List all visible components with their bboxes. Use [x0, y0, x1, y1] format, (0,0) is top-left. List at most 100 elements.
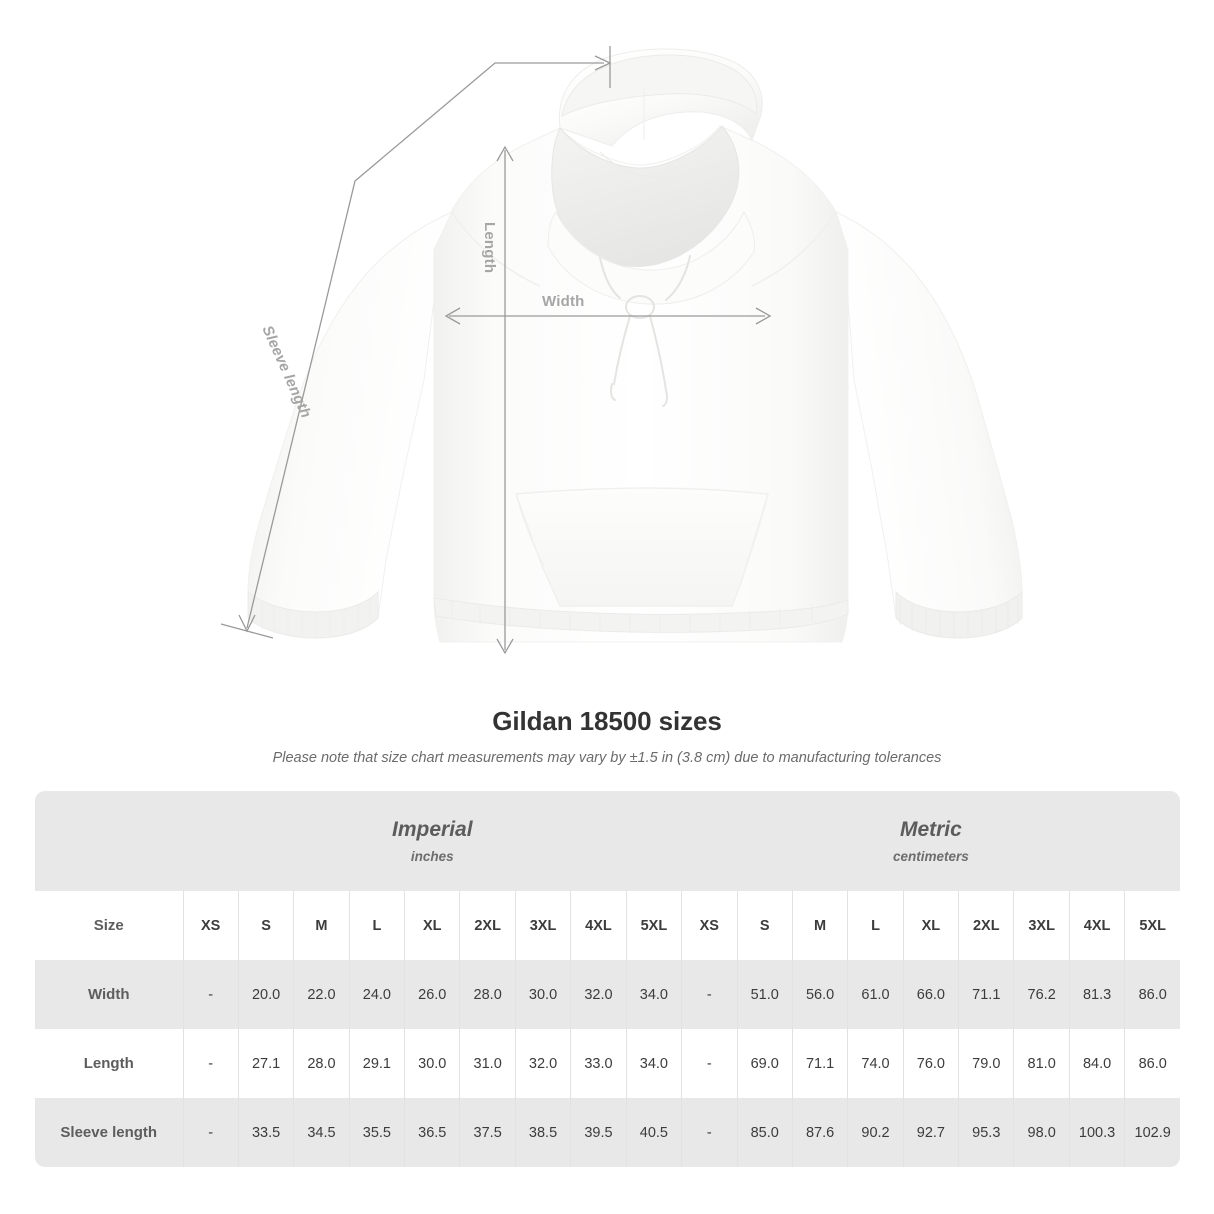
cell-length-imperial-4xl: 33.0	[570, 1029, 627, 1098]
unit-group-imperial-sub: inches	[410, 848, 454, 864]
width-dimension-label: Width	[542, 293, 585, 310]
size-header-metric-5xl: 5XL	[1124, 891, 1181, 960]
hoodie-illustration	[220, 46, 1023, 655]
cell-length-imperial-xl: 30.0	[404, 1029, 460, 1098]
unit-group-metric: Metric centimeters	[681, 791, 1181, 891]
cell-width-imperial-s: 20.0	[237, 960, 294, 1029]
chart-header: Gildan 18500 sizes Please note that size…	[0, 706, 1214, 766]
size-header-imperial-5xl: 5XL	[625, 891, 682, 960]
size-header-imperial-l: L	[348, 891, 405, 960]
size-header-metric-4xl: 4XL	[1068, 891, 1125, 960]
cell-length-metric-2xl: 79.0	[958, 1029, 1014, 1098]
size-header-metric-xs: XS	[681, 891, 738, 960]
cell-width-metric-xl: 66.0	[902, 960, 959, 1029]
cell-length-metric-m: 71.1	[791, 1029, 848, 1098]
size-header-imperial-m: M	[293, 891, 350, 960]
table-row: Width - 20.0 22.0 24.0 26.0 28.0 30.0 32…	[35, 960, 1181, 1029]
size-header-imperial-3xl: 3XL	[514, 891, 571, 960]
cell-length-imperial-l: 29.1	[348, 1029, 405, 1098]
cell-sleeve-metric-s: 85.0	[736, 1098, 793, 1167]
unit-group-imperial-name: Imperial	[392, 818, 473, 842]
cell-width-metric-s: 51.0	[736, 960, 793, 1029]
size-header-metric-3xl: 3XL	[1013, 891, 1070, 960]
size-header-row: Size XS S M L XL 2XL 3XL 4XL 5XL XS S M …	[35, 891, 1181, 960]
cell-width-metric-4xl: 81.3	[1068, 960, 1125, 1029]
unit-group-metric-name: Metric	[899, 818, 962, 842]
cell-length-imperial-xs: -	[182, 1029, 239, 1098]
sleeve-length-dimension-arrow	[220, 46, 612, 639]
cell-width-metric-xs: -	[681, 960, 738, 1029]
width-dimension-arrow	[444, 307, 772, 325]
cell-width-metric-5xl: 86.0	[1124, 960, 1181, 1029]
garment-diagram: Width Length Sleeve length	[220, 46, 1023, 655]
tolerance-note: Please note that size chart measurements…	[272, 750, 942, 766]
hoodie-graphic	[247, 48, 1023, 643]
cell-sleeve-metric-l: 90.2	[847, 1098, 904, 1167]
size-header-metric-s: S	[736, 891, 793, 960]
cell-sleeve-imperial-xs: -	[182, 1098, 239, 1167]
table-row: Sleeve length - 33.5 34.5 35.5 36.5 37.5…	[35, 1098, 1181, 1167]
size-header-metric-xl: XL	[902, 891, 959, 960]
cell-sleeve-metric-m: 87.6	[791, 1098, 848, 1167]
cell-width-imperial-l: 24.0	[348, 960, 405, 1029]
size-table-container: Imperial inches Metric centimeters Size …	[35, 791, 1181, 1167]
cell-length-metric-5xl: 86.0	[1124, 1029, 1181, 1098]
cell-width-imperial-m: 22.0	[293, 960, 350, 1029]
unit-group-row: Imperial inches Metric centimeters	[35, 791, 1181, 891]
cell-width-imperial-3xl: 30.0	[514, 960, 571, 1029]
cell-width-metric-l: 61.0	[847, 960, 904, 1029]
size-header-label: Size	[35, 891, 183, 960]
cell-width-imperial-5xl: 34.0	[625, 960, 682, 1029]
cell-sleeve-metric-4xl: 100.3	[1068, 1098, 1125, 1167]
size-table: Imperial inches Metric centimeters Size …	[35, 791, 1181, 1167]
cell-sleeve-imperial-xl: 36.5	[404, 1098, 460, 1167]
unit-row-spacer	[35, 791, 183, 891]
cell-width-imperial-xl: 26.0	[404, 960, 460, 1029]
cell-sleeve-imperial-m: 34.5	[293, 1098, 350, 1167]
cell-length-imperial-s: 27.1	[237, 1029, 294, 1098]
measurement-lines	[220, 46, 772, 655]
cell-length-imperial-2xl: 31.0	[459, 1029, 516, 1098]
cell-sleeve-metric-2xl: 95.3	[958, 1098, 1014, 1167]
cell-length-metric-xs: -	[681, 1029, 738, 1098]
size-header-imperial-xs: XS	[182, 891, 239, 960]
row-label-width: Width	[35, 960, 183, 1029]
table-row: Length - 27.1 28.0 29.1 30.0 31.0 32.0 3…	[35, 1029, 1181, 1098]
cell-sleeve-metric-xl: 92.7	[902, 1098, 959, 1167]
cell-length-imperial-m: 28.0	[293, 1029, 350, 1098]
cell-sleeve-metric-5xl: 102.9	[1124, 1098, 1181, 1167]
cell-length-metric-xl: 76.0	[902, 1029, 959, 1098]
size-header-imperial-4xl: 4XL	[570, 891, 627, 960]
cell-sleeve-imperial-l: 35.5	[348, 1098, 405, 1167]
cell-width-imperial-4xl: 32.0	[570, 960, 627, 1029]
cell-length-metric-4xl: 84.0	[1068, 1029, 1125, 1098]
length-dimension-label: Length	[481, 222, 498, 274]
unit-group-metric-sub: centimeters	[892, 848, 969, 864]
cell-width-metric-m: 56.0	[791, 960, 848, 1029]
cell-sleeve-imperial-4xl: 39.5	[570, 1098, 627, 1167]
cell-width-metric-3xl: 76.2	[1013, 960, 1070, 1029]
size-header-metric-m: M	[791, 891, 848, 960]
row-label-length: Length	[35, 1029, 183, 1098]
cell-sleeve-imperial-5xl: 40.5	[625, 1098, 682, 1167]
cell-sleeve-metric-xs: -	[681, 1098, 738, 1167]
size-header-imperial-xl: XL	[404, 891, 460, 960]
cell-sleeve-metric-3xl: 98.0	[1013, 1098, 1070, 1167]
size-header-metric-l: L	[847, 891, 904, 960]
length-dimension-arrow	[496, 145, 514, 655]
cell-length-imperial-3xl: 32.0	[514, 1029, 571, 1098]
cell-length-metric-3xl: 81.0	[1013, 1029, 1070, 1098]
cell-length-metric-s: 69.0	[736, 1029, 793, 1098]
size-header-imperial-2xl: 2XL	[459, 891, 516, 960]
cell-sleeve-imperial-3xl: 38.5	[514, 1098, 571, 1167]
unit-group-imperial: Imperial inches	[183, 791, 682, 891]
cell-length-metric-l: 74.0	[847, 1029, 904, 1098]
cell-width-imperial-xs: -	[182, 960, 239, 1029]
cell-sleeve-imperial-s: 33.5	[237, 1098, 294, 1167]
size-header-imperial-s: S	[237, 891, 294, 960]
size-header-metric-2xl: 2XL	[958, 891, 1014, 960]
row-label-sleeve-length: Sleeve length	[35, 1098, 183, 1167]
page-title: Gildan 18500 sizes	[492, 706, 722, 736]
cell-length-imperial-5xl: 34.0	[625, 1029, 682, 1098]
